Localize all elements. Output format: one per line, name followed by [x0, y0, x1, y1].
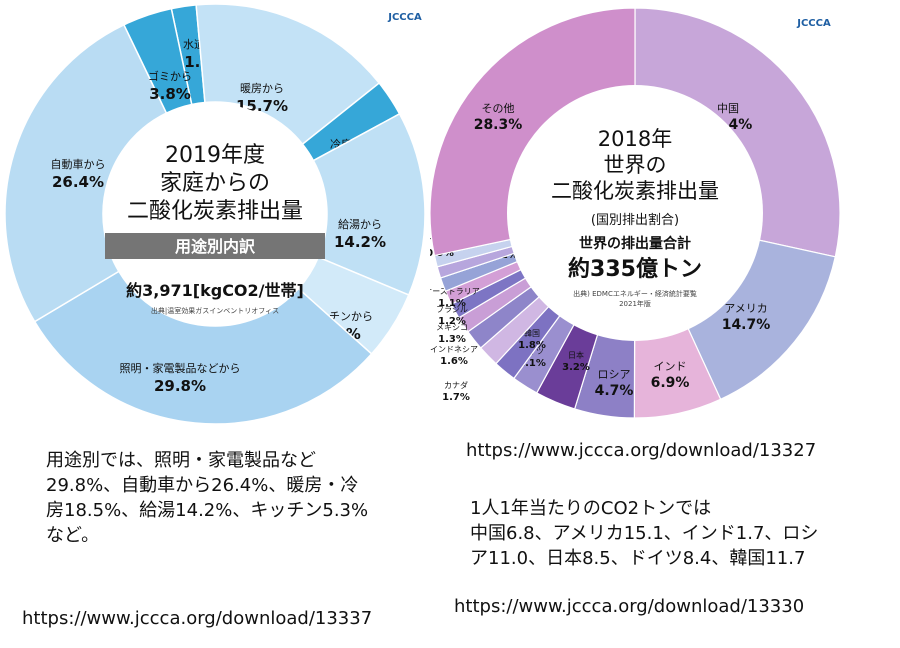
- per-capita-caption: 1人1年当たりのCO2トンでは 中国6.8、アメリカ15.1、インド1.7、ロシ…: [470, 498, 819, 569]
- world-slice-value: 14.7%: [722, 317, 771, 333]
- world-slice-value: 2.1%: [518, 358, 546, 369]
- household-slice-name: 自動車から: [51, 157, 106, 171]
- world-slice-name: メキシコ: [436, 323, 468, 332]
- household-slice-name: ゴミから: [148, 69, 192, 83]
- household-co2-donut: 水道から1.9%暖房から15.7%冷房から2.8%給湯から14.2%キッチンから…: [4, 3, 426, 425]
- household-chart-title: 二酸化炭素排出量: [127, 199, 303, 224]
- world-chart-title: 世界の: [604, 153, 667, 177]
- world-slice-value: 1.1%: [438, 298, 466, 309]
- jccca-logo: JCCCA: [387, 12, 422, 23]
- world-chart-subtitle: (国別排出割合): [591, 212, 679, 228]
- source-url-per-capita[interactable]: https://www.jccca.org/download/13330: [454, 596, 805, 617]
- household-slice-value: 3.8%: [149, 85, 191, 103]
- jccca-logo: JCCCA: [796, 18, 831, 29]
- world-slice-value: 1.2%: [438, 316, 466, 327]
- world-slice-value: 28.3%: [474, 117, 523, 133]
- world-co2-chart: 中国28.4%アメリカ14.7%インド6.9%ロシア4.7%日本3.2%ドイツ2…: [430, 8, 840, 418]
- household-chart-title: 家庭からの: [160, 171, 270, 196]
- world-slice-name: ブラジル: [436, 304, 468, 314]
- household-slice-6: [4, 23, 168, 323]
- household-slice-1: [195, 3, 381, 146]
- household-slice-value: 14.2%: [334, 233, 386, 251]
- household-co2-chart: 水道から1.9%暖房から15.7%冷房から2.8%給湯から14.2%キッチンから…: [0, 0, 430, 428]
- world-slice-value: 1.3%: [438, 334, 466, 345]
- world-slice-name: オーストラリア: [430, 287, 480, 296]
- household-chart-title: 2019年度: [165, 143, 265, 168]
- household-slice-5: [33, 270, 373, 425]
- household-slice-name: 給湯から: [338, 217, 382, 231]
- world-total: 約335億トン: [568, 256, 702, 282]
- world-chart-title: 2018年: [598, 127, 672, 151]
- world-slice-value: 6.9%: [651, 375, 690, 391]
- household-caption: 用途別では、照明・家電製品など 29.8%、自動車から26.4%、暖房・冷 房1…: [46, 450, 369, 546]
- world-slice-name: インド: [654, 360, 687, 373]
- source-url-world-chart[interactable]: https://www.jccca.org/download/13327: [466, 440, 817, 461]
- household-slice-7: [122, 7, 193, 115]
- world-co2-donut: 中国28.4%アメリカ14.7%インド6.9%ロシア4.7%日本3.2%ドイツ2…: [430, 8, 840, 418]
- world-chart-title: 二酸化炭素排出量: [551, 179, 719, 203]
- world-slice-value: 1.6%: [440, 356, 468, 367]
- world-slice-value: 1.7%: [442, 392, 470, 403]
- world-slice-name: インドネシア: [430, 345, 478, 354]
- world-slice-name: 中国: [717, 102, 739, 115]
- world-slice-name: ロシア: [598, 368, 631, 381]
- household-chart-subtitle: 用途別内訳: [175, 237, 256, 256]
- world-slice-value: 3.2%: [562, 362, 590, 373]
- household-slice-name: 照明・家電製品などから: [120, 361, 241, 375]
- source-url-household-chart[interactable]: https://www.jccca.org/download/13337: [22, 608, 373, 629]
- world-slice-name: アメリカ: [724, 302, 767, 315]
- world-slice-name: カナダ: [444, 380, 468, 390]
- household-slice-name: 暖房から: [240, 82, 284, 95]
- household-slice-value: 29.8%: [154, 377, 206, 395]
- world-slice-value: 1.8%: [518, 340, 546, 351]
- world-slice-value: 4.7%: [595, 383, 634, 399]
- donut-center: [105, 104, 325, 324]
- household-slice-value: 26.4%: [52, 173, 104, 191]
- subtitle-band: [105, 233, 325, 259]
- world-slice-name: 韓国: [524, 328, 540, 338]
- world-source: 出典) EDMCエネルギー・経済統計要覧: [573, 289, 697, 298]
- household-total: 約3,971[kgCO2/世帯]: [126, 281, 304, 300]
- household-source: 出典|温室効果ガスインベントリオフィス: [151, 306, 279, 315]
- world-total-label: 世界の排出量合計: [579, 235, 691, 252]
- donut-center: [507, 85, 763, 341]
- world-slice-name: 日本: [568, 350, 584, 360]
- world-slice-name: その他: [482, 102, 515, 115]
- world-source: 2021年版: [619, 299, 651, 308]
